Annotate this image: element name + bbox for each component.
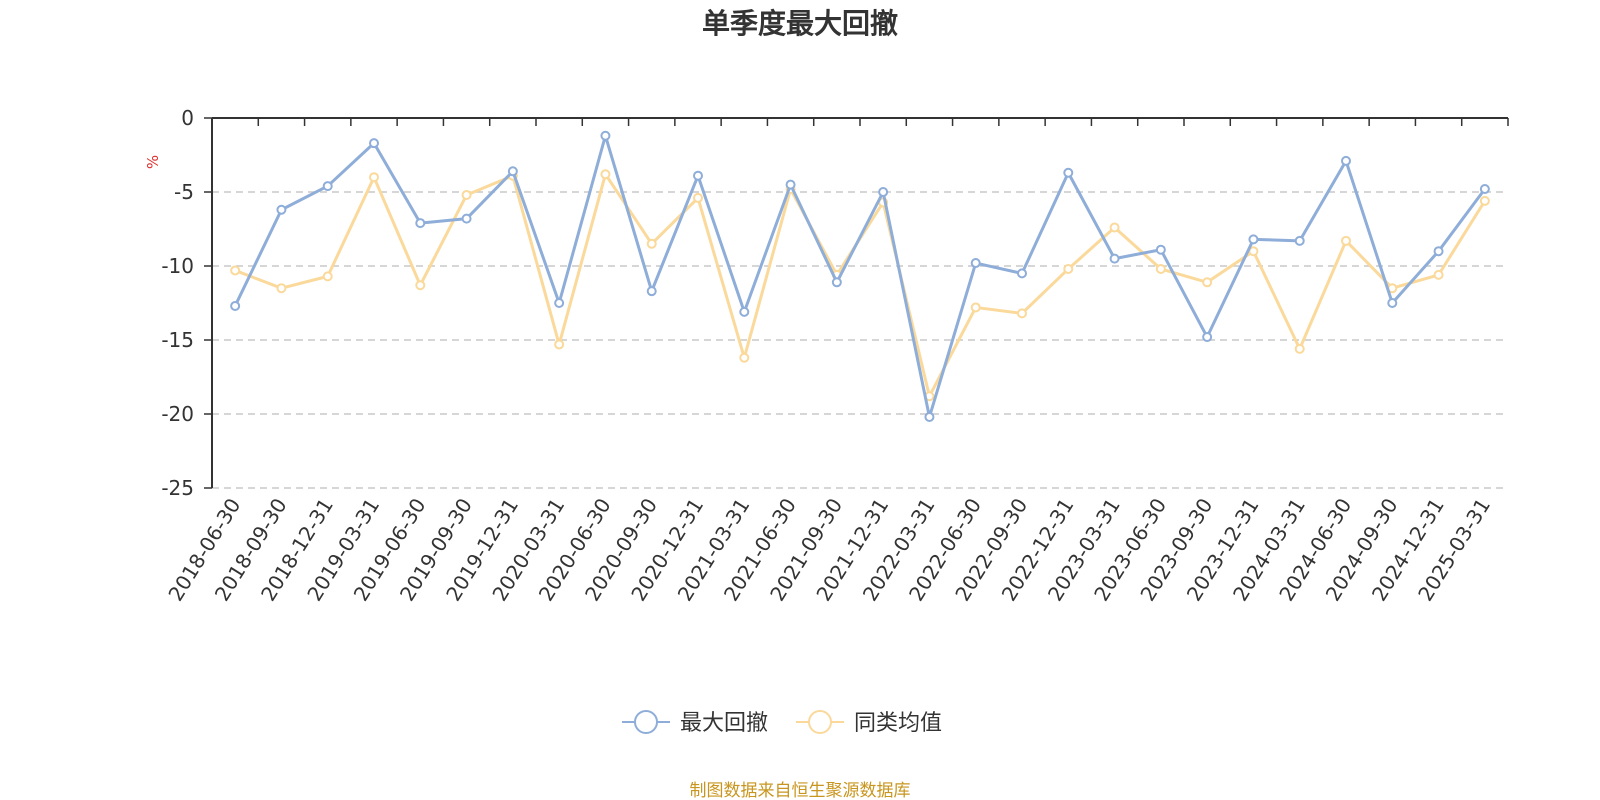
- data-point[interactable]: [276, 204, 287, 215]
- x-axis-ticks: 2018-06-302018-09-302018-12-312019-03-31…: [163, 118, 1509, 605]
- legend[interactable]: 最大回撤 同类均值: [622, 710, 942, 736]
- data-point[interactable]: [600, 130, 611, 141]
- y-tick-label: -15: [161, 328, 194, 352]
- data-point[interactable]: [1155, 244, 1166, 255]
- legend-item-2[interactable]: 同类均值: [796, 710, 942, 736]
- data-point[interactable]: [554, 298, 565, 308]
- data-point[interactable]: [785, 179, 796, 190]
- data-point[interactable]: [554, 339, 565, 350]
- data-point[interactable]: [1155, 263, 1166, 274]
- series-1: [230, 130, 1490, 422]
- source-note: 制图数据来自恒生聚源数据库: [690, 781, 911, 800]
- data-point[interactable]: [322, 181, 333, 192]
- data-point[interactable]: [831, 277, 842, 288]
- legend-item-1[interactable]: 最大回撤: [622, 710, 768, 736]
- data-point[interactable]: [1109, 253, 1120, 264]
- data-point[interactable]: [1202, 277, 1213, 288]
- data-point[interactable]: [322, 271, 333, 282]
- data-point[interactable]: [693, 192, 703, 203]
- data-point[interactable]: [1063, 167, 1074, 178]
- axes: [211, 117, 1508, 488]
- data-point[interactable]: [461, 189, 472, 200]
- data-point[interactable]: [1433, 269, 1444, 280]
- data-point[interactable]: [507, 166, 518, 177]
- data-point[interactable]: [461, 213, 472, 224]
- data-point[interactable]: [924, 411, 935, 422]
- data-point[interactable]: [970, 258, 981, 269]
- data-point[interactable]: [369, 172, 379, 183]
- grid-lines: [212, 191, 1508, 489]
- data-point[interactable]: [1341, 235, 1351, 246]
- legend-marker-icon: [634, 710, 658, 734]
- data-point[interactable]: [1017, 308, 1027, 319]
- data-point[interactable]: [1341, 155, 1351, 166]
- data-point[interactable]: [739, 306, 750, 317]
- data-point[interactable]: [1294, 343, 1305, 354]
- series-line: [233, 134, 1487, 419]
- data-point[interactable]: [276, 283, 287, 294]
- legend-label: 同类均值: [854, 711, 942, 736]
- y-tick-label: 0: [181, 106, 194, 130]
- data-point[interactable]: [600, 169, 611, 180]
- y-tick-label: -10: [161, 254, 194, 278]
- data-point[interactable]: [878, 187, 889, 197]
- data-point[interactable]: [646, 286, 657, 297]
- y-tick-label: -5: [174, 180, 194, 204]
- y-tick-label: -25: [161, 476, 194, 500]
- data-point[interactable]: [1294, 235, 1305, 246]
- y-axis-unit-label: %: [144, 155, 162, 169]
- data-point[interactable]: [1433, 246, 1444, 257]
- data-point[interactable]: [739, 352, 750, 363]
- data-point[interactable]: [1387, 298, 1398, 308]
- series-2: [230, 169, 1490, 402]
- chart-title: 单季度最大回撤: [702, 7, 898, 40]
- data-point[interactable]: [1479, 195, 1490, 206]
- data-point[interactable]: [230, 300, 241, 311]
- series-layer: [230, 130, 1490, 422]
- data-point[interactable]: [1109, 222, 1120, 233]
- y-tick-label: -20: [161, 402, 194, 426]
- data-point[interactable]: [369, 138, 379, 149]
- data-point[interactable]: [1202, 332, 1213, 343]
- data-point[interactable]: [1063, 263, 1074, 274]
- data-point[interactable]: [1017, 268, 1027, 279]
- data-point[interactable]: [415, 280, 426, 291]
- legend-label: 最大回撤: [680, 711, 768, 736]
- data-point[interactable]: [415, 218, 426, 229]
- data-point[interactable]: [1248, 234, 1259, 245]
- y-axis-ticks: 0 -5 -10 -15 -20 -25: [161, 106, 212, 500]
- data-point[interactable]: [970, 302, 981, 313]
- data-point[interactable]: [230, 265, 241, 276]
- data-point[interactable]: [1479, 184, 1490, 195]
- data-point[interactable]: [646, 238, 657, 249]
- legend-marker-icon: [808, 710, 832, 734]
- data-point[interactable]: [693, 170, 703, 181]
